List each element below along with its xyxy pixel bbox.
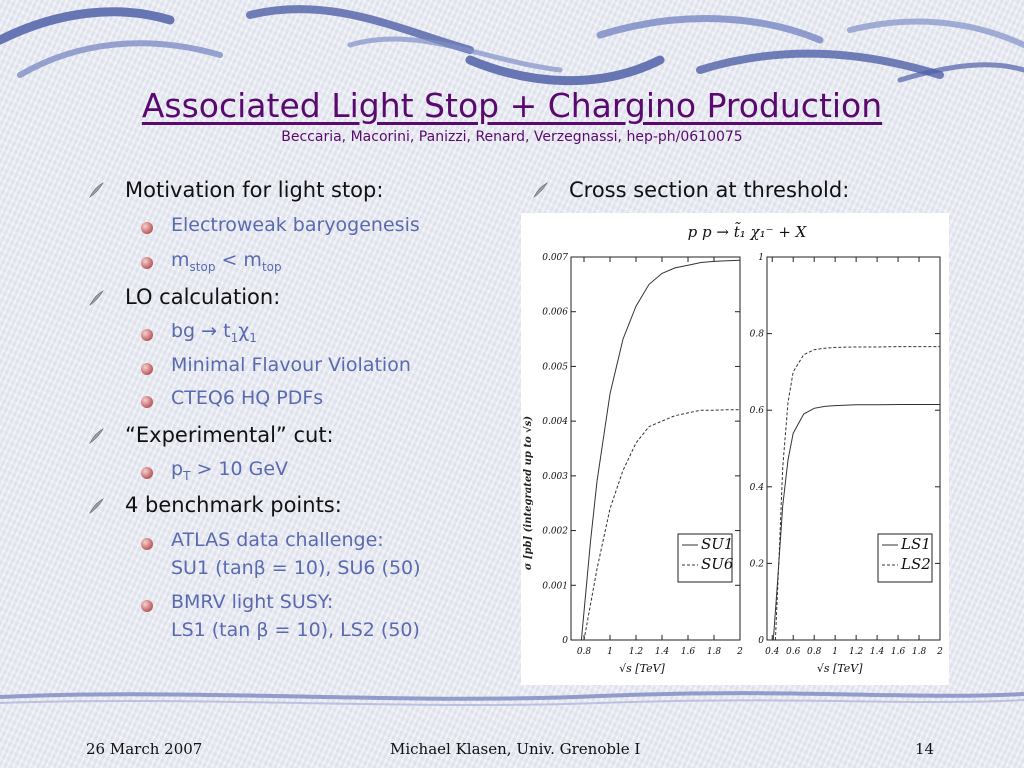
left-panel-series-su6	[583, 409, 740, 641]
left-panel-legend-label: SU6	[701, 555, 734, 573]
ball-bullet-icon	[141, 538, 153, 550]
right-panel-xtick-label: 1.6	[891, 647, 906, 657]
footer-page-number: 14	[915, 740, 935, 758]
right-panel-ytick-label: 1	[758, 253, 764, 263]
ball-bullet-icon	[141, 222, 153, 234]
left-panel-xtick-label: 1.2	[629, 647, 644, 657]
slide-subtitle: Beccaria, Macorini, Panizzi, Renard, Ver…	[281, 129, 743, 145]
footer-date: 26 March 2007	[86, 740, 203, 758]
quill-bullet-icon	[89, 428, 104, 444]
ball-bullet-icon	[141, 363, 153, 375]
right-panel-xtick-label: 0.8	[807, 647, 822, 657]
footer-author: Michael Klasen, Univ. Grenoble I	[390, 740, 641, 758]
right-panel-legend	[877, 533, 933, 583]
bullet-benchmark-points: 4 benchmark points:	[125, 493, 342, 517]
bullet-lo-calculation: LO calculation:	[125, 285, 281, 309]
top-swoosh-decoration	[0, 5, 1024, 86]
quill-bullet-icon	[89, 290, 104, 306]
right-panel-ytick-label: 0.8	[750, 330, 765, 340]
item-bmrv-points: LS1 (tan β = 10), LS2 (50)	[171, 619, 420, 641]
left-panel-ytick-label: 0.003	[542, 472, 568, 482]
y-axis-label: σ [pb] (integrated up to √s)	[522, 416, 534, 570]
right-panel-legend-label: LS1	[900, 535, 931, 553]
ball-bullet-icon	[141, 257, 153, 269]
left-panel-xtick-label: 0.8	[577, 647, 592, 657]
right-panel-xtick-label: 1	[832, 647, 838, 657]
left-panel-xtick-label: 2	[736, 647, 743, 657]
left-panel-ytick-label: 0.004	[542, 417, 568, 427]
left-panel-xtick-label: 1.4	[655, 647, 670, 657]
left-panel-ytick-label: 0	[562, 636, 568, 646]
right-panel-ytick-label: 0.6	[750, 406, 765, 416]
item-electroweak: Electroweak baryogenesis	[171, 214, 420, 236]
right-panel-series-ls1	[772, 404, 940, 641]
right-panel-xtick-label: 2	[936, 647, 943, 657]
left-panel-ytick-label: 0.002	[542, 527, 568, 537]
bullet-motivation: Motivation for light stop:	[125, 178, 384, 202]
left-panel-legend-label: SU1	[701, 535, 733, 553]
ball-bullet-icon	[141, 396, 153, 408]
item-mfv: Minimal Flavour Violation	[171, 354, 411, 376]
left-panel-ytick-label: 0.006	[542, 308, 568, 318]
left-panel-xtick-label: 1.8	[707, 647, 722, 657]
quill-bullet-icon	[89, 498, 104, 514]
item-atlas-points: SU1 (tanβ = 10), SU6 (50)	[171, 557, 421, 579]
quill-bullet-icon	[533, 182, 548, 198]
right-panel-series-ls2	[774, 346, 940, 641]
left-panel-frame	[570, 256, 741, 641]
right-panel-frame	[766, 256, 941, 641]
bullet-experimental-cut: “Experimental” cut:	[125, 423, 334, 447]
item-pt-cut: pT > 10 GeV	[171, 458, 289, 483]
right-panel-legend-label: LS2	[900, 555, 931, 573]
left-panel-ytick-label: 0.005	[542, 362, 568, 372]
chart-title: p p → t̃₁ χ₁⁻ + X	[688, 222, 808, 241]
left-panel-x-axis-label: √s [TeV]	[619, 662, 665, 675]
item-cteq: CTEQ6 HQ PDFs	[171, 387, 324, 409]
quill-bullet-icon	[89, 182, 104, 198]
slide-title: Associated Light Stop + Chargino Product…	[141, 86, 883, 125]
item-atlas: ATLAS data challenge:	[171, 529, 384, 551]
left-panel-series-su1	[580, 259, 741, 641]
right-panel-x-axis-label: √s [TeV]	[817, 662, 863, 675]
cross-section-chart: p p → t̃₁ χ₁⁻ + X σ [pb] (integrated up …	[522, 222, 943, 675]
left-panel-legend	[677, 533, 733, 583]
ball-bullet-icon	[141, 467, 153, 479]
left-panel-xtick-label: 1	[607, 647, 613, 657]
right-panel-xtick-label: 1.2	[849, 647, 864, 657]
right-panel-ytick-label: 0.4	[750, 483, 765, 493]
right-panel-xtick-label: 0.4	[765, 647, 780, 657]
item-bmrv: BMRV light SUSY:	[171, 591, 334, 613]
ball-bullet-icon	[141, 600, 153, 612]
right-panel-xtick-label: 1.4	[870, 647, 885, 657]
item-process: bg → t1χ1	[171, 320, 257, 345]
left-panel-ytick-label: 0.001	[542, 581, 568, 591]
left-panel-ytick-label: 0.007	[542, 253, 568, 263]
cross-section-figure: p p → t̃₁ χ₁⁻ + X σ [pb] (integrated up …	[521, 213, 949, 685]
ball-bullet-icon	[141, 329, 153, 341]
item-mass-relation: mstop < mtop	[171, 249, 282, 274]
bullet-cross-section: Cross section at threshold:	[569, 178, 850, 202]
right-panel-xtick-label: 0.6	[786, 647, 801, 657]
left-panel-xtick-label: 1.6	[681, 647, 696, 657]
right-panel-xtick-label: 1.8	[912, 647, 927, 657]
right-panel-ytick-label: 0	[758, 636, 764, 646]
right-panel-ytick-label: 0.2	[750, 559, 765, 569]
